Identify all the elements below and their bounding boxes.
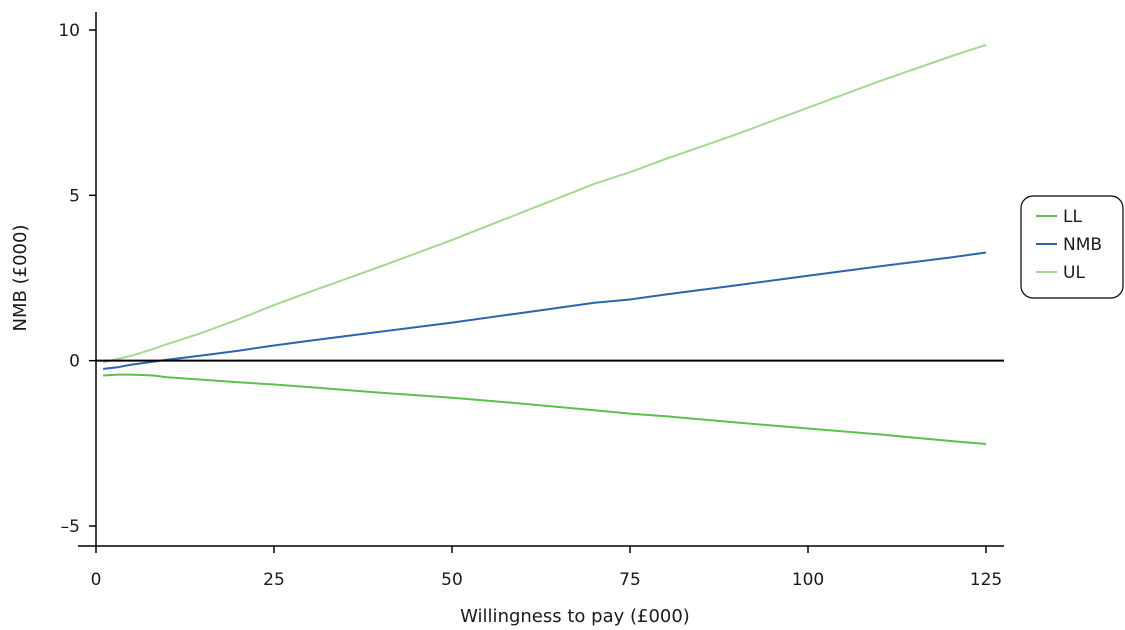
- legend-label-ul: UL: [1063, 263, 1085, 283]
- x-tick-label: 100: [792, 570, 824, 590]
- x-axis-ticks: 0 25 50 75 100 125: [91, 546, 1002, 590]
- series-line-nmb: [102, 251, 987, 370]
- x-axis-title: Willingness to pay (£000): [460, 606, 690, 627]
- y-tick-label: 5: [69, 186, 80, 206]
- x-tick-label: 125: [970, 570, 1002, 590]
- axes: 0 25 50 75 100 125 –5 0 5 10: [58, 12, 1004, 590]
- plot-series-layer: [102, 43, 987, 445]
- series-line-ll: [103, 373, 987, 445]
- y-axis-ticks: –5 0 5 10: [58, 21, 96, 537]
- x-tick-label: 25: [263, 570, 285, 590]
- x-tick-label: 50: [441, 570, 463, 590]
- legend-label-nmb: NMB: [1063, 235, 1102, 255]
- y-tick-label: 0: [69, 352, 80, 372]
- y-tick-label: –5: [61, 517, 80, 537]
- legend-label-ll: LL: [1063, 207, 1082, 227]
- series-line-ul: [102, 43, 987, 364]
- y-axis-title: NMB (£000): [10, 225, 31, 332]
- y-tick-label: 10: [58, 21, 80, 41]
- legend: LL NMB UL: [1020, 195, 1124, 299]
- x-tick-label: 0: [91, 570, 102, 590]
- x-tick-label: 75: [619, 570, 641, 590]
